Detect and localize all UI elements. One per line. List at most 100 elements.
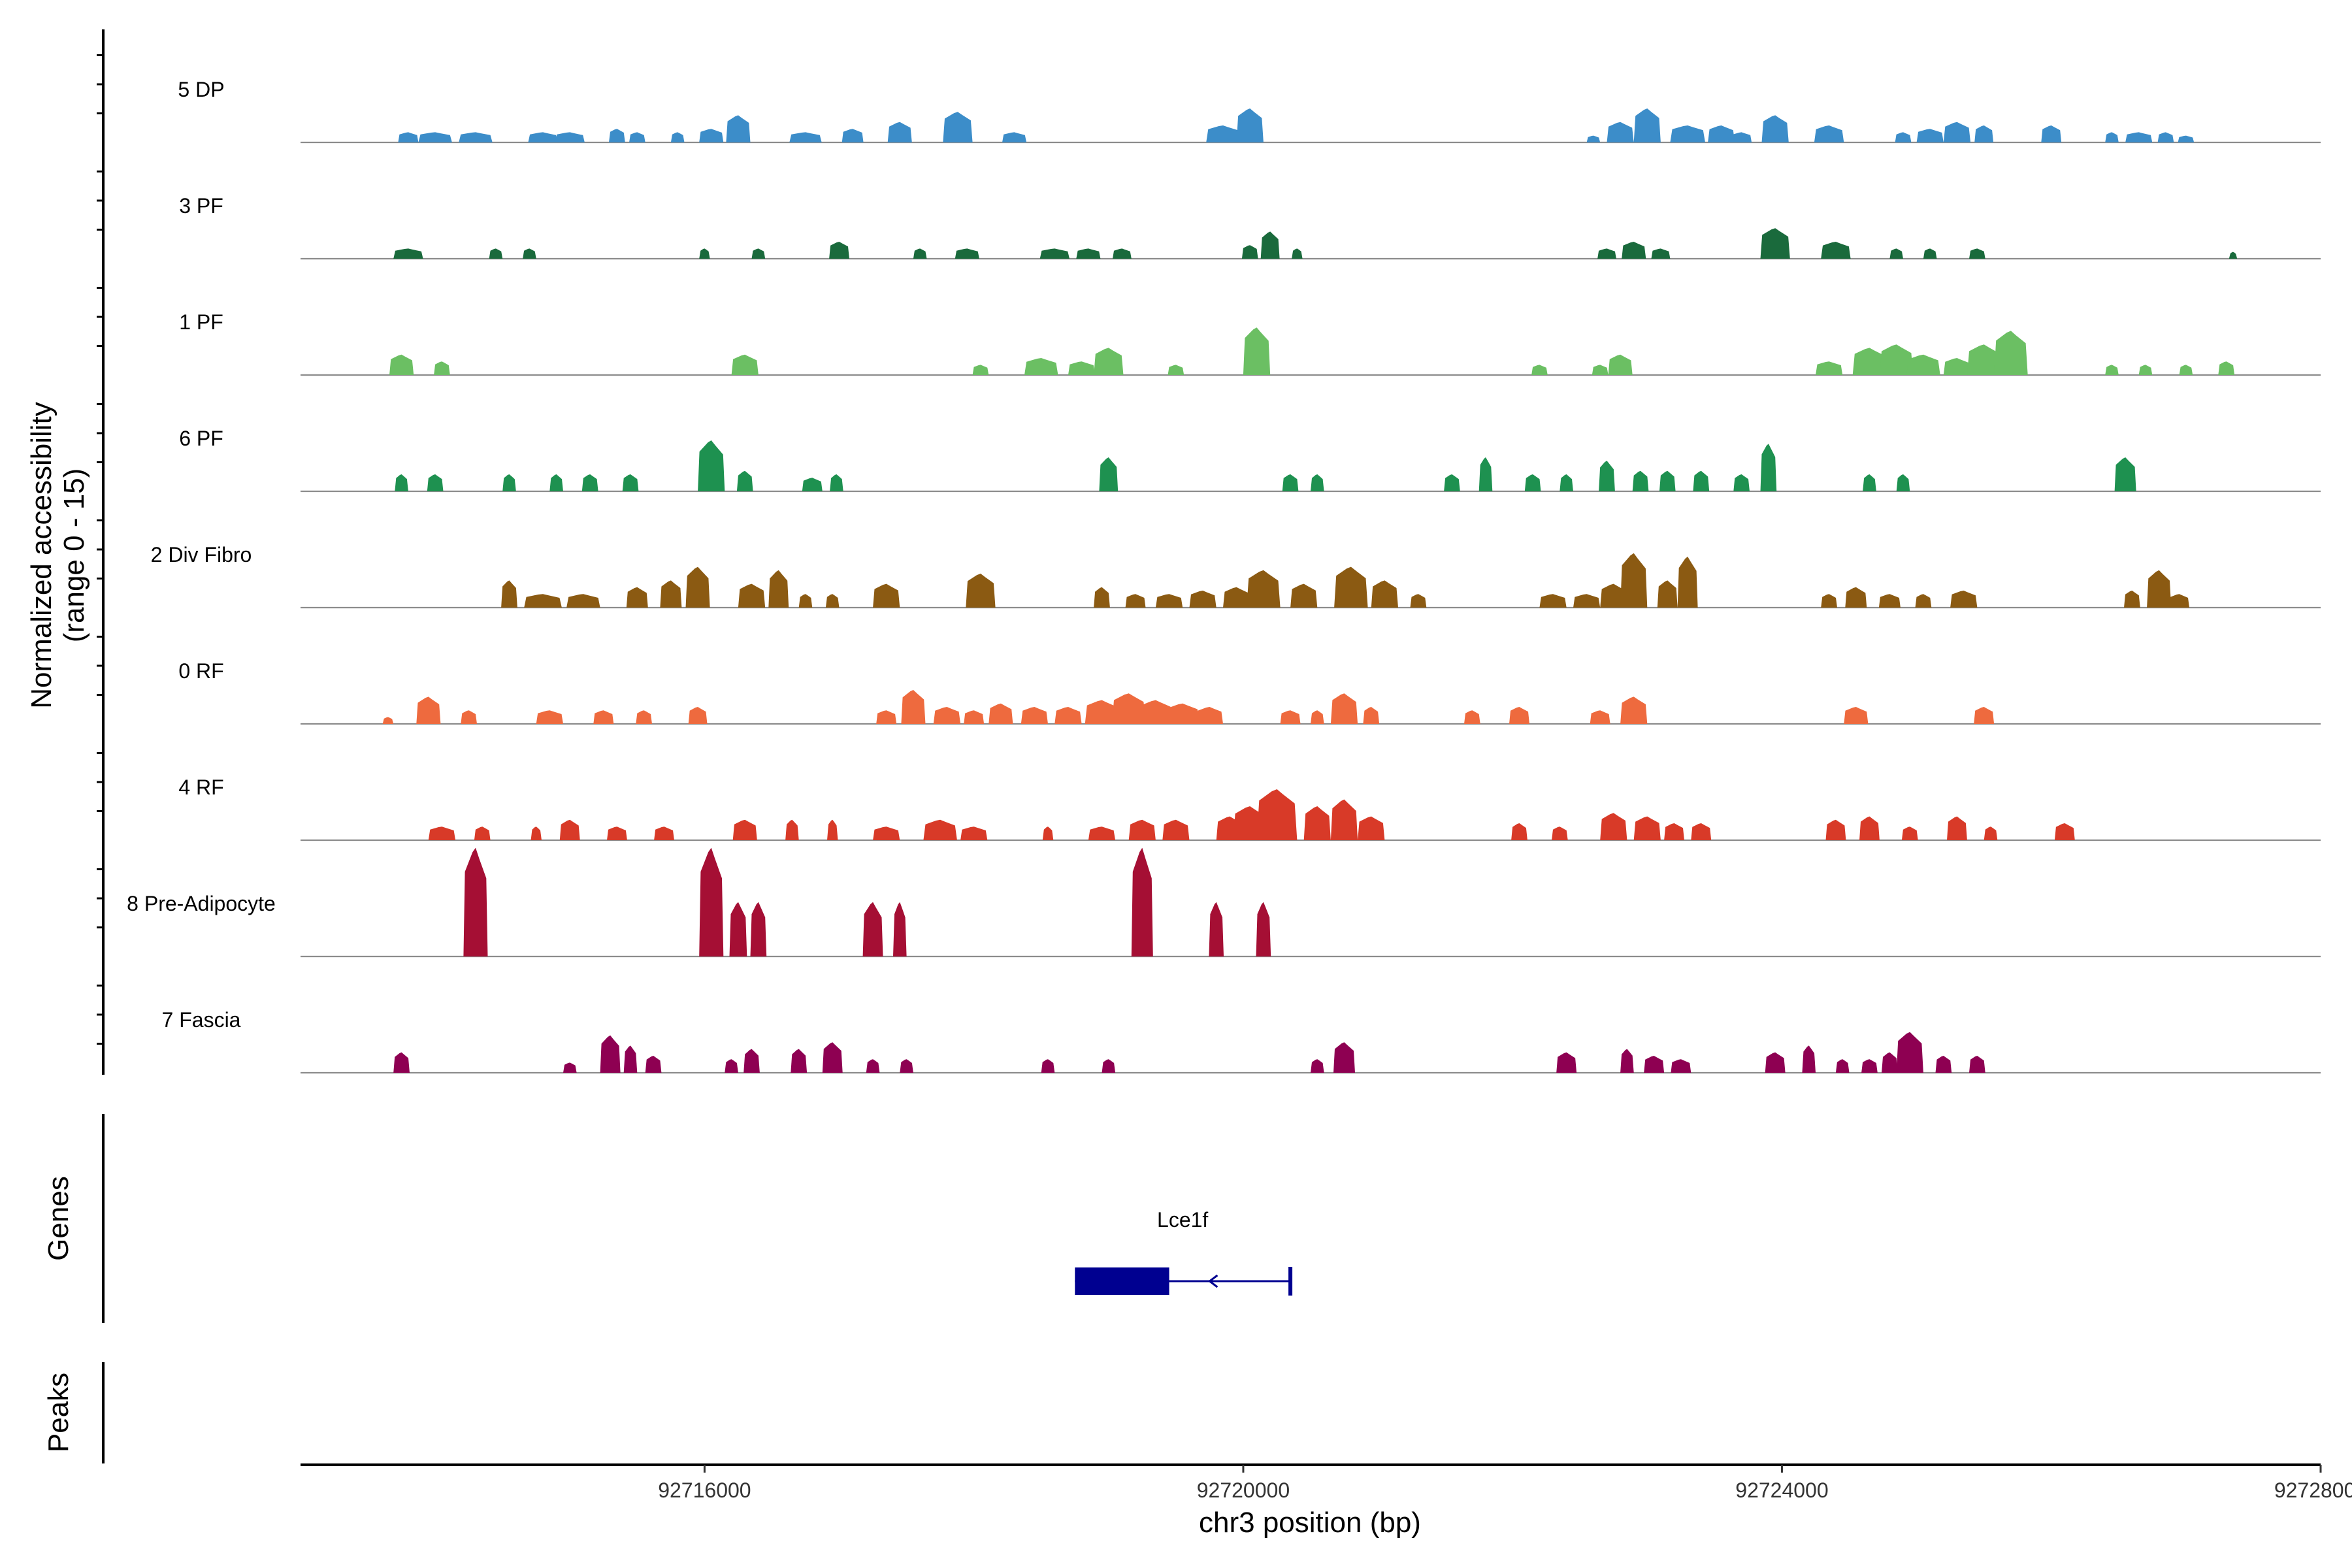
coverage-peak: [726, 115, 751, 142]
coverage-peak: [1599, 461, 1615, 491]
coverage-peak: [2041, 125, 2062, 142]
coverage-peak: [502, 474, 516, 491]
coverage-peak: [418, 132, 452, 142]
coverage-peak: [463, 847, 488, 956]
coverage-peak: [798, 594, 813, 608]
coverage-peak: [398, 132, 419, 142]
track-label: 7 Fascia: [162, 1008, 241, 1032]
coverage-peak: [395, 474, 408, 491]
coverage-peak: [1620, 553, 1648, 608]
coverage-peak: [654, 826, 674, 840]
coverage-peak: [1509, 707, 1529, 724]
coverage-peak: [1290, 583, 1318, 608]
track-label: 3 PF: [179, 194, 223, 218]
coverage-peak: [1935, 1056, 1952, 1073]
coverage-peak: [1099, 457, 1119, 491]
track-label: 6 PF: [179, 427, 223, 450]
track-6-pf: 6 PF: [179, 427, 2321, 493]
coverage-peak: [1644, 1056, 1665, 1073]
coverage-peak: [1950, 591, 1978, 608]
coverage-peak: [1835, 1059, 1850, 1073]
coverage-peak: [1620, 696, 1648, 724]
coverage-peak: [1906, 354, 1940, 375]
coverage-peak: [623, 1045, 638, 1073]
coverage-peak: [1155, 594, 1183, 608]
coverage-peak: [389, 354, 414, 375]
coverage-peak: [1282, 474, 1299, 491]
coverage-peak: [645, 1056, 662, 1073]
coverage-peak: [1916, 129, 1944, 142]
coverage-peak: [1974, 125, 1994, 142]
coverage-peak: [1256, 789, 1298, 840]
coverage-peak: [1814, 125, 1844, 142]
coverage-peak: [873, 583, 900, 608]
coverage-peak: [1002, 132, 1027, 142]
coverage-peak: [943, 112, 973, 142]
coverage-peak: [1590, 710, 1610, 724]
coverage-peak: [1524, 474, 1541, 491]
coverage-peak: [528, 132, 558, 142]
coverage-peak: [1125, 594, 1146, 608]
coverage-peak: [955, 248, 979, 259]
coverage-peak: [736, 470, 753, 491]
coverage-peak: [1816, 361, 1843, 375]
coverage-peak: [660, 580, 682, 608]
coverage-peak: [738, 583, 766, 608]
coverage-peak: [1691, 823, 1712, 840]
track-2-div-fibro: 2 Div Fibro: [151, 543, 2321, 609]
coverage-peak: [1552, 826, 1568, 840]
coverage-peak: [731, 354, 759, 375]
coverage-peak: [636, 710, 652, 724]
coverage-peak: [1671, 1059, 1691, 1073]
coverage-peak: [1189, 591, 1217, 608]
coverage-peak: [1539, 594, 1567, 608]
coverage-peak: [459, 132, 493, 142]
coverage-peak: [1622, 242, 1646, 259]
coverage-peak: [382, 717, 394, 724]
coverage-peak: [670, 132, 685, 142]
coverage-peak: [1943, 122, 1971, 142]
coverage-peak: [1139, 700, 1173, 724]
coverage-peak: [434, 361, 450, 375]
coverage-peak: [1042, 826, 1054, 840]
coverage-peak: [768, 570, 789, 608]
coverage-peak: [1863, 474, 1876, 491]
coverage-peak: [1597, 248, 1616, 259]
coverage-peak: [1984, 826, 1998, 840]
coverage-peak: [1131, 847, 1153, 956]
coverage-peak: [966, 574, 996, 608]
track-label: 5 DP: [178, 78, 224, 101]
accessibility-axis: [97, 29, 105, 1075]
coverage-peak: [2138, 365, 2153, 375]
coverage-peak: [524, 594, 562, 608]
coverage-peak: [593, 710, 614, 724]
coverage-peak: [1852, 348, 1887, 375]
coverage-peak: [1967, 344, 2001, 375]
coverage-peak: [1651, 248, 1671, 259]
peaks-title: Peaks: [42, 1373, 74, 1452]
coverage-peak: [2147, 570, 2172, 608]
coverage-peak: [1556, 1052, 1577, 1073]
coverage-peak: [1280, 710, 1301, 724]
coverage-peak: [416, 696, 441, 724]
coverage-peak: [1901, 826, 1918, 840]
coverage-peak: [1311, 1059, 1324, 1073]
coverage-peak: [923, 819, 957, 840]
coverage-peak: [685, 566, 710, 608]
coverage-peak: [1311, 710, 1324, 724]
coverage-peak: [1292, 248, 1303, 259]
coverage-peak: [428, 826, 456, 840]
coverage-peak: [1573, 594, 1601, 608]
coverage-peak: [1607, 122, 1634, 142]
coverage-peak: [699, 847, 724, 956]
coverage-peak: [563, 1062, 577, 1073]
coverage-peak: [933, 707, 961, 724]
coverage-peak: [1243, 327, 1271, 375]
coverage-peak: [1196, 707, 1223, 724]
coverage-peak: [893, 902, 907, 956]
coverage-peak: [972, 365, 989, 375]
coverage-peak: [2218, 361, 2235, 375]
coverage-peak: [699, 248, 710, 259]
strand-arrow: [1207, 1274, 1218, 1288]
